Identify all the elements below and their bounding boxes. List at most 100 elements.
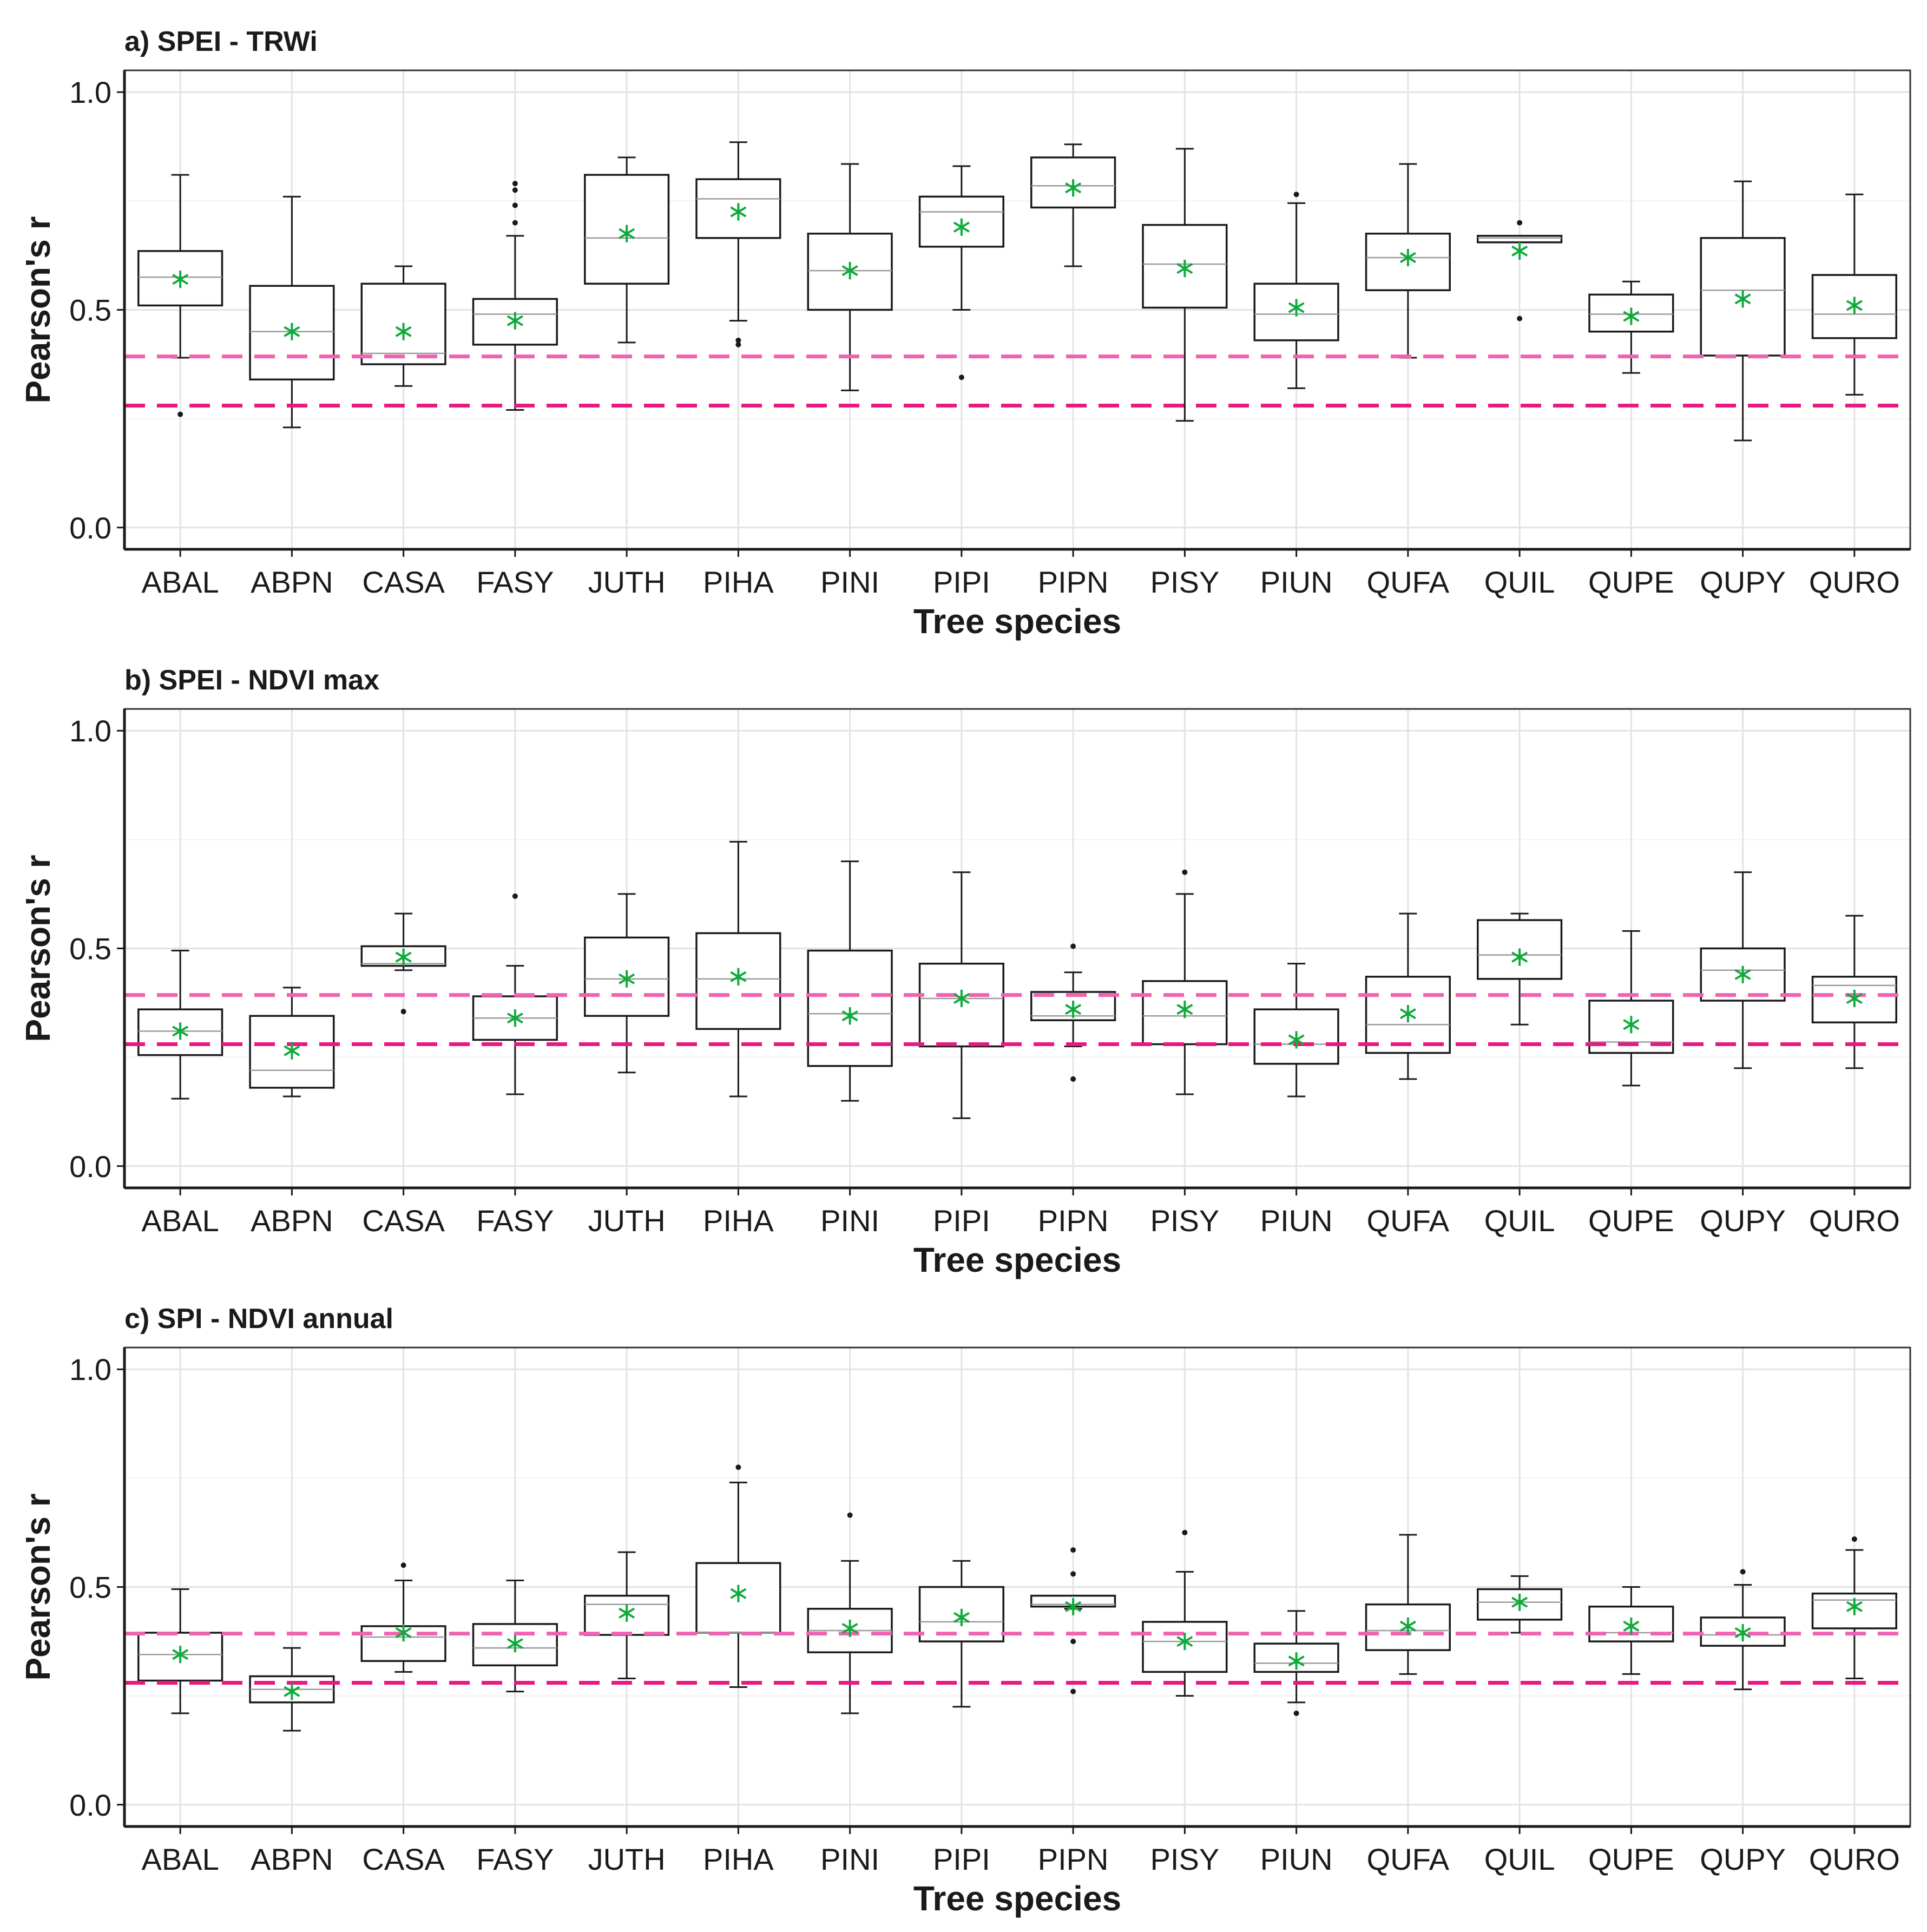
mean-marker (507, 1009, 523, 1027)
mean-marker (395, 323, 412, 340)
x-tick-label: ABAL (142, 565, 219, 599)
outlier-point (847, 1512, 853, 1518)
y-tick-label: 1.0 (69, 75, 111, 109)
chart-panel-c: c) SPI - NDVI annual 0.0 0.5 1.0 ABAL ABPN CAS… (18, 1303, 1911, 1918)
outlier-point (1070, 1076, 1076, 1082)
mean-marker-stroke (953, 221, 970, 233)
mean-marker (1176, 1632, 1193, 1651)
mean-marker (841, 1007, 858, 1025)
outlier-point (1517, 316, 1523, 321)
box-fasy (472, 1579, 558, 1693)
x-tick-label: FASY (476, 1204, 554, 1238)
x-tick-label: ABPN (251, 565, 333, 599)
y-axis-title: Pearson's r (18, 216, 57, 403)
outlier-point (1070, 1688, 1076, 1694)
y-tick-label: 0.5 (69, 293, 111, 327)
mean-marker (1623, 307, 1640, 325)
mean-marker (1399, 248, 1416, 267)
mean-marker (730, 968, 747, 985)
mean-marker-stroke (1846, 300, 1863, 311)
mean-marker-stroke (841, 265, 858, 277)
mean-marker-stroke (507, 1013, 523, 1024)
x-tick-label: QUIL (1484, 565, 1555, 599)
mean-marker-stroke (1734, 969, 1751, 980)
mean-marker (395, 1624, 412, 1642)
mean-marker-stroke (395, 326, 412, 337)
mean-marker (172, 1646, 189, 1664)
x-tick-label: QURO (1809, 565, 1900, 599)
mean-marker-stroke (953, 1612, 970, 1623)
mean-marker-stroke (1176, 262, 1193, 274)
mean-marker (619, 225, 635, 242)
x-tick-label: PIPN (1038, 1204, 1109, 1238)
mean-marker-stroke (1846, 993, 1863, 1004)
x-tick-label: PIHA (703, 1204, 774, 1238)
x-tick-label: PINI (820, 1204, 879, 1238)
x-tick-label: PIHA (703, 1842, 774, 1876)
box-iqr (1811, 976, 1897, 1024)
y-tick-label: 0.0 (69, 1149, 111, 1184)
x-tick-label: QUPY (1700, 1204, 1786, 1238)
panel-title: c) SPI - NDVI annual (124, 1303, 393, 1335)
mean-marker-stroke (507, 315, 523, 326)
mean-marker-stroke (1176, 1635, 1193, 1647)
mean-marker (172, 271, 189, 288)
mean-marker-stroke (1734, 1627, 1751, 1639)
mean-marker (395, 948, 412, 966)
outlier-point (1851, 1536, 1857, 1542)
mean-marker (1176, 259, 1193, 278)
mean-marker-stroke (1511, 1596, 1528, 1608)
y-axis-title: Pearson's r (18, 1493, 57, 1680)
outlier-point (735, 341, 741, 347)
outlier-point (512, 220, 518, 226)
outlier-point (735, 1464, 741, 1470)
mean-marker (841, 261, 858, 280)
mean-marker (1623, 1016, 1640, 1034)
mean-marker (172, 1022, 189, 1040)
x-tick-label: CASA (362, 1204, 445, 1238)
mean-marker-stroke (841, 1622, 858, 1634)
x-tick-label: JUTH (588, 565, 666, 599)
outlier-point (512, 187, 518, 193)
box-iqr (584, 1594, 670, 1636)
mean-marker-stroke (284, 1686, 300, 1697)
outlier-point (512, 181, 518, 187)
x-tick-label: PIPI (933, 1204, 990, 1238)
x-tick-label: QUPE (1588, 1842, 1674, 1876)
x-tick-label: PIUN (1260, 565, 1333, 599)
mean-marker-stroke (1288, 1655, 1305, 1667)
x-tick-label: QURO (1809, 1204, 1900, 1238)
box-abpn (249, 195, 335, 429)
outlier-point (512, 202, 518, 208)
mean-marker (1288, 1031, 1305, 1049)
mean-marker-stroke (730, 206, 747, 218)
mean-marker (1846, 1598, 1863, 1615)
mean-marker (1623, 1617, 1640, 1635)
x-tick-label: QUFA (1367, 1204, 1450, 1238)
mean-marker (1511, 242, 1528, 260)
mean-marker-stroke (619, 228, 635, 239)
mean-marker (953, 989, 970, 1008)
mean-marker-stroke (1734, 293, 1751, 305)
x-tick-label: ABPN (251, 1204, 333, 1238)
mean-marker-stroke (841, 1010, 858, 1022)
mean-marker-stroke (1288, 1034, 1305, 1046)
x-tick-label: QUPE (1588, 565, 1674, 599)
x-tick-label: PIHA (703, 565, 774, 599)
x-tick-label: QUPY (1700, 565, 1786, 599)
mean-marker-stroke (1399, 252, 1416, 264)
mean-marker (953, 1608, 970, 1626)
x-tick-label: PIPI (933, 1842, 990, 1876)
mean-marker-stroke (1623, 1620, 1640, 1632)
box-piun (1253, 192, 1339, 389)
outlier-point (1070, 1571, 1076, 1577)
box-pini (807, 163, 893, 391)
x-tick-label: QURO (1809, 1842, 1900, 1876)
mean-marker-stroke (730, 971, 747, 982)
outlier-point (512, 893, 518, 899)
mean-marker (284, 1042, 300, 1060)
mean-marker-stroke (1846, 1601, 1863, 1612)
mean-marker (1734, 290, 1751, 308)
mean-marker (1065, 179, 1082, 197)
